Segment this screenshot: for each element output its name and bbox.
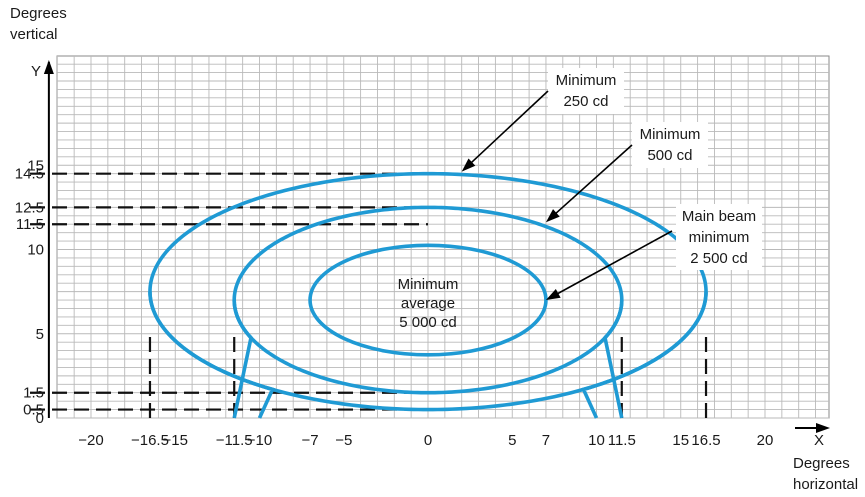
arrowhead-icon bbox=[545, 288, 561, 301]
contour-outer-lower bbox=[148, 291, 708, 412]
center-label: average bbox=[401, 295, 455, 312]
annotation-box bbox=[676, 204, 762, 270]
annotation-label: Minimum bbox=[556, 72, 617, 89]
contour-inner bbox=[308, 243, 548, 357]
annotation-box bbox=[632, 122, 708, 168]
y-tick-label: 12.5 bbox=[15, 199, 44, 216]
y-axis-title: Degrees bbox=[10, 5, 67, 22]
x-axis-arrow-icon bbox=[816, 423, 830, 433]
annotations: Minimum 250 cd Minimum 500 cd Main beam minim… bbox=[398, 68, 762, 331]
y-tick-label: 1.5 bbox=[23, 385, 44, 402]
x-tick-label: 0 bbox=[424, 432, 432, 449]
y-tick-label: 5 bbox=[36, 326, 44, 343]
x-tick-label: 15 bbox=[672, 432, 689, 449]
y-axis-letter: Y bbox=[31, 63, 41, 80]
x-tick-label: 11.5 bbox=[608, 432, 636, 449]
x-tick-label: −15 bbox=[163, 432, 188, 449]
annotation-arrow-line bbox=[552, 144, 633, 217]
x-tick-label: −10 bbox=[247, 432, 272, 449]
y-tick-label: 0.5 bbox=[23, 402, 44, 419]
y-tick-label: 11.5 bbox=[16, 216, 44, 233]
arrowhead-icon bbox=[461, 158, 476, 172]
x-axis-title: horizontal bbox=[793, 476, 858, 493]
x-tick-label: −5 bbox=[335, 432, 352, 449]
x-tick-label: −7 bbox=[301, 432, 318, 449]
annotation-label: 2 500 cd bbox=[690, 250, 748, 267]
x-tick-label: 5 bbox=[508, 432, 516, 449]
annotation-arrow-line bbox=[554, 230, 673, 296]
x-tick-label: 20 bbox=[757, 432, 774, 449]
y-tick-label: 0 bbox=[36, 410, 44, 427]
center-label: 5 000 cd bbox=[399, 314, 457, 331]
x-axis-title: Degrees bbox=[793, 455, 850, 472]
x-tick-label: 7 bbox=[542, 432, 550, 449]
x-tick-label: 16.5 bbox=[691, 432, 720, 449]
y-tick-label: 15 bbox=[27, 157, 44, 174]
annotation-label: Minimum bbox=[640, 126, 701, 143]
axes: Y X Degrees vertical Degrees horizontal bbox=[10, 5, 858, 493]
x-tick-label: 10 bbox=[588, 432, 605, 449]
annotation-box bbox=[548, 68, 624, 114]
annotation-label: Main beam bbox=[682, 208, 756, 225]
arrowhead-icon bbox=[545, 209, 560, 223]
x-tick-label: −11.5 bbox=[216, 432, 253, 449]
contours bbox=[148, 171, 708, 419]
annotation-label: minimum bbox=[689, 229, 750, 246]
y-tick-label: 10 bbox=[27, 242, 44, 259]
annotation-label: 500 cd bbox=[647, 147, 692, 164]
y-axis-title: vertical bbox=[10, 26, 58, 43]
center-label: Minimum bbox=[398, 276, 459, 293]
x-tick-label: −20 bbox=[78, 432, 103, 449]
x-axis-letter: X bbox=[814, 432, 824, 449]
y-axis-arrow-icon bbox=[43, 60, 54, 74]
x-tick-label: −16.5 bbox=[131, 432, 169, 449]
y-tick-label: 14.5 bbox=[15, 166, 44, 183]
contour-middle bbox=[232, 205, 624, 419]
annotation-label: 250 cd bbox=[563, 93, 608, 110]
annotation-arrow-line bbox=[468, 90, 549, 166]
contour-middle-lower bbox=[232, 300, 624, 395]
tick-labels: −20 −16.5−15 −11.5−10 −7 −5 0 5 7 10 11.5 15 16.5 20… bbox=[15, 157, 774, 449]
